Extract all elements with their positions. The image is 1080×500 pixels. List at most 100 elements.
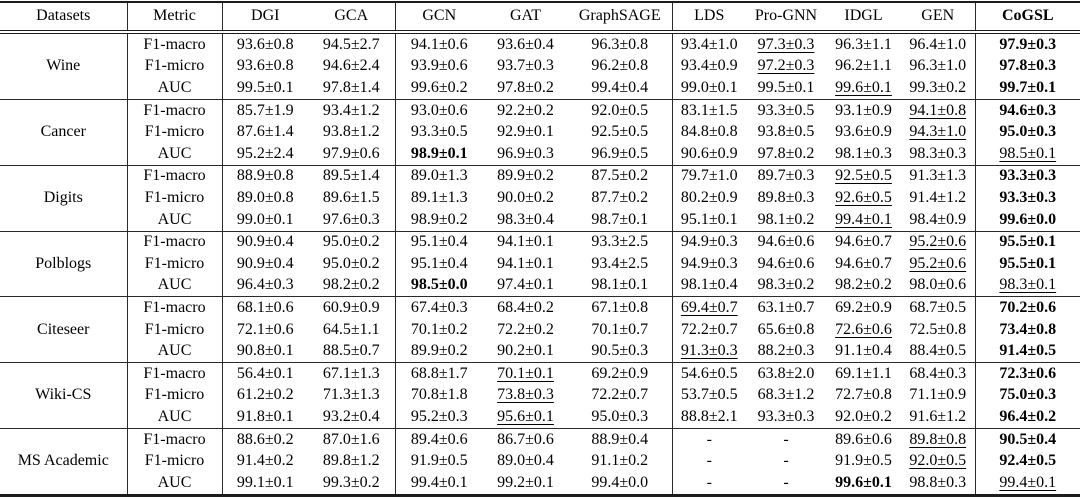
value-cell: 99.3±0.2 bbox=[909, 79, 967, 97]
value-cell: 89.5±1.4 bbox=[308, 164, 395, 188]
value-cell: 96.4±0.2 bbox=[974, 406, 1080, 429]
value-cell: 97.6±0.3 bbox=[322, 210, 380, 228]
value-cell: 98.5±0.1 bbox=[974, 143, 1080, 166]
value-cell: 92.2±0.2 bbox=[483, 99, 568, 122]
value-cell: 70.1±0.2 bbox=[394, 319, 483, 341]
value-cell: 95.2±0.6 bbox=[909, 254, 967, 272]
value-cell: 89.0±1.3 bbox=[394, 164, 483, 188]
metric-cell: AUC bbox=[126, 472, 223, 496]
value-cell: 63.8±2.0 bbox=[746, 362, 826, 385]
value-cell: 89.1±1.3 bbox=[394, 187, 483, 209]
value-cell: 95.2±0.3 bbox=[394, 406, 483, 429]
header-method-dgi: DGI bbox=[222, 2, 308, 34]
metric-cell: F1-micro bbox=[126, 121, 223, 144]
value-cell: 91.4±0.5 bbox=[974, 340, 1080, 363]
value-cell: 68.8±1.7 bbox=[394, 362, 483, 385]
value-cell: 83.1±1.5 bbox=[671, 99, 746, 122]
value-cell: 93.0±0.6 bbox=[394, 99, 483, 122]
value-cell: 98.1±0.4 bbox=[671, 274, 746, 297]
value-cell: 98.2±0.2 bbox=[322, 276, 380, 294]
value-cell: 72.1±0.6 bbox=[236, 320, 294, 338]
value-cell: 99.4±0.1 bbox=[974, 472, 1080, 496]
value-cell: 92.0±0.5 bbox=[909, 452, 967, 470]
value-cell: 98.3±0.1 bbox=[974, 274, 1080, 297]
header-method-pro-gnn: Pro-GNN bbox=[746, 2, 826, 34]
value-cell: 93.6±0.9 bbox=[835, 123, 892, 141]
value-cell: 86.7±0.6 bbox=[483, 427, 568, 451]
value-cell: 63.1±0.7 bbox=[746, 296, 826, 319]
dataset-cell: Wiki-CS bbox=[0, 362, 127, 429]
value-cell: 89.4±0.6 bbox=[394, 427, 483, 451]
value-cell: 72.2±0.2 bbox=[497, 320, 554, 338]
value-cell: 69.2±0.9 bbox=[826, 296, 901, 319]
value-cell: 70.1±0.1 bbox=[483, 362, 568, 385]
value-cell: 97.3±0.3 bbox=[757, 35, 815, 53]
value-cell: 97.8±0.2 bbox=[497, 79, 554, 97]
value-cell: 72.5±0.8 bbox=[909, 320, 967, 338]
value-cell: 95.2±2.4 bbox=[236, 144, 294, 162]
dataset-cell: Citeseer bbox=[0, 296, 127, 363]
value-cell: 87.7±0.2 bbox=[591, 189, 649, 206]
value-cell: - bbox=[671, 472, 746, 496]
value-cell: 99.6±0.2 bbox=[394, 77, 483, 100]
metric-cell: AUC bbox=[126, 208, 223, 232]
value-cell: 92.0±0.5 bbox=[568, 99, 672, 122]
value-cell: 95.0±0.2 bbox=[322, 254, 380, 272]
value-cell: 88.5±0.7 bbox=[322, 342, 380, 360]
table-row: Wiki-CS F1-macro 56.4±0.1 67.1±1.3 68.8±1.7 7… bbox=[0, 362, 1080, 429]
value-cell: 64.5±1.1 bbox=[322, 320, 380, 338]
table-row: AUC 96.4±0.3 98.2±0.2 98.5±0.0 97.4±0.1 98.1±… bbox=[0, 274, 1080, 297]
value-cell: 92.6±0.5 bbox=[835, 189, 892, 206]
value-cell: 69.4±0.7 bbox=[671, 296, 746, 319]
value-cell: 65.6±0.8 bbox=[757, 320, 815, 338]
value-cell: 87.6±1.4 bbox=[236, 123, 294, 141]
value-cell: 96.3±1.1 bbox=[835, 35, 892, 53]
value-cell: - bbox=[783, 473, 789, 491]
value-cell: 93.7±0.3 bbox=[497, 57, 554, 75]
table-header: Datasets Metric DGI GCA GCN GAT GraphSAGE LDS Pr… bbox=[0, 2, 1080, 34]
value-cell: 88.9±0.4 bbox=[568, 427, 672, 451]
value-cell: 95.0±0.3 bbox=[591, 407, 649, 425]
value-cell: 68.4±0.2 bbox=[483, 296, 568, 319]
value-cell: 67.1±1.3 bbox=[308, 362, 395, 385]
value-cell: 68.3±1.2 bbox=[757, 386, 815, 404]
value-cell: 97.2±0.3 bbox=[757, 57, 815, 75]
value-cell: 72.3±0.6 bbox=[974, 362, 1080, 385]
value-cell: 61.2±0.2 bbox=[236, 386, 294, 404]
metric-cell: F1-macro bbox=[126, 230, 223, 254]
value-cell: 89.8±1.2 bbox=[322, 452, 380, 470]
value-cell: 94.6±2.4 bbox=[322, 57, 380, 75]
value-cell: 70.1±0.7 bbox=[591, 320, 649, 338]
value-cell: 95.6±0.1 bbox=[497, 407, 554, 425]
value-cell: 91.9±0.5 bbox=[835, 452, 892, 470]
value-cell: 89.6±1.5 bbox=[322, 189, 380, 206]
value-cell: 93.8±0.5 bbox=[757, 123, 815, 141]
value-cell: 93.6±0.8 bbox=[236, 57, 294, 75]
value-cell: 92.4±0.5 bbox=[974, 450, 1080, 473]
value-cell: 80.2±0.9 bbox=[671, 187, 746, 209]
value-cell: 99.4±0.1 bbox=[835, 210, 892, 228]
value-cell: 73.8±0.3 bbox=[497, 386, 554, 404]
table-row: Digits F1-macro 88.9±0.8 89.5±1.4 89.0±1.3 89… bbox=[0, 164, 1080, 232]
value-cell: 93.4±0.9 bbox=[671, 55, 746, 78]
value-cell: 94.5±2.7 bbox=[322, 35, 380, 53]
value-cell: 79.7±1.0 bbox=[671, 164, 746, 188]
value-cell: 96.9±0.3 bbox=[497, 144, 554, 162]
value-cell: 96.2±0.8 bbox=[591, 57, 649, 75]
value-cell: 98.1±0.3 bbox=[835, 144, 892, 162]
value-cell: 93.6±0.4 bbox=[497, 35, 554, 53]
value-cell: 95.2±0.6 bbox=[901, 230, 975, 254]
table-row: F1-micro 61.2±0.2 71.3±1.3 70.8±1.8 73.8±0.3… bbox=[0, 384, 1080, 407]
metric-cell: F1-macro bbox=[126, 362, 223, 385]
value-cell: 91.1±0.4 bbox=[835, 342, 892, 360]
dataset-cell: Digits bbox=[0, 164, 127, 232]
value-cell: 93.3±0.3 bbox=[974, 164, 1080, 188]
value-cell: 97.9±0.6 bbox=[322, 144, 380, 162]
value-cell: 97.8±0.3 bbox=[974, 55, 1080, 78]
value-cell: 92.5±0.5 bbox=[591, 123, 649, 141]
value-cell: 95.1±0.4 bbox=[394, 230, 483, 254]
value-cell: 99.6±0.0 bbox=[974, 208, 1080, 232]
dataset-cell: Cancer bbox=[0, 99, 127, 166]
value-cell: 96.3±0.8 bbox=[591, 35, 649, 53]
value-cell: 69.2±0.9 bbox=[568, 362, 672, 385]
